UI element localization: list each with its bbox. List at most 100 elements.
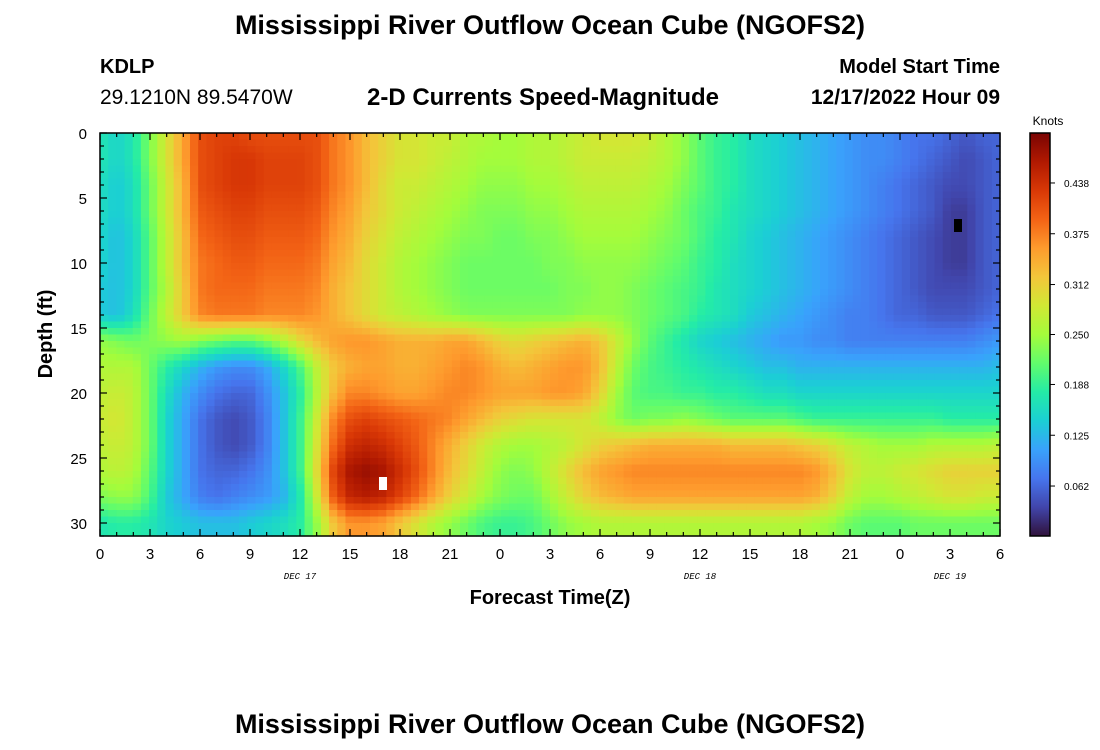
heatmap-cell: [124, 321, 134, 329]
heatmap-cell: [361, 328, 371, 336]
heatmap-cell: [361, 354, 371, 362]
heatmap-cell: [934, 406, 944, 414]
heatmap-cell: [402, 412, 412, 420]
heatmap-cell: [320, 354, 330, 362]
heatmap-cell: [476, 224, 486, 232]
heatmap-cell: [705, 393, 715, 401]
heatmap-cell: [599, 393, 608, 401]
heatmap-cell: [950, 282, 960, 290]
heatmap-cell: [582, 165, 592, 173]
heatmap-cell: [967, 276, 977, 284]
heatmap-cell: [271, 425, 281, 433]
heatmap-cell: [705, 419, 715, 427]
heatmap-cell: [942, 328, 952, 336]
heatmap-cell: [263, 276, 273, 284]
heatmap-cell: [451, 380, 461, 388]
heatmap-cell: [860, 315, 870, 323]
heatmap-cell: [468, 178, 477, 186]
heatmap-cell: [746, 347, 756, 355]
heatmap-cell: [910, 237, 919, 245]
heatmap-cell: [566, 308, 576, 316]
heatmap-cell: [869, 152, 878, 160]
heatmap-cell: [132, 406, 142, 414]
heatmap-cell: [656, 256, 666, 264]
heatmap-cell: [631, 360, 641, 368]
heatmap-cell: [181, 230, 191, 238]
heatmap-cell: [361, 185, 371, 193]
heatmap-cell: [803, 334, 813, 342]
heatmap-cell: [181, 198, 191, 206]
heatmap-cell: [312, 146, 322, 154]
heatmap-cell: [108, 276, 117, 284]
heatmap-cell: [811, 302, 821, 310]
heatmap-cell: [190, 412, 199, 420]
heatmap-cell: [811, 308, 821, 316]
heatmap-cell: [541, 172, 551, 180]
heatmap-cell: [934, 172, 944, 180]
heatmap-cell: [443, 133, 453, 141]
heatmap-cell: [451, 308, 461, 316]
heatmap-cell: [820, 321, 829, 329]
heatmap-cell: [983, 146, 993, 154]
heatmap-cell: [885, 243, 895, 251]
heatmap-cell: [705, 178, 715, 186]
heatmap-cell: [844, 256, 854, 264]
heatmap-cell: [869, 321, 878, 329]
heatmap-cell: [386, 425, 396, 433]
heatmap-cell: [214, 230, 224, 238]
heatmap-cell: [910, 399, 919, 407]
heatmap-cell: [124, 412, 134, 420]
heatmap-cell: [451, 224, 461, 232]
heatmap-cell: [435, 165, 445, 173]
heatmap-cell: [967, 198, 977, 206]
heatmap-cell: [353, 302, 363, 310]
heatmap-cell: [672, 302, 682, 310]
heatmap-cell: [476, 341, 486, 349]
heatmap-cell: [239, 250, 248, 258]
heatmap-cell: [787, 321, 797, 329]
heatmap-cell: [165, 406, 175, 414]
heatmap-cell: [689, 315, 698, 323]
heatmap-cell: [280, 341, 289, 349]
heatmap-cell: [566, 211, 576, 219]
heatmap-cell: [419, 399, 428, 407]
heatmap-cell: [631, 386, 641, 394]
heatmap-cell: [820, 204, 829, 212]
heatmap-cell: [525, 321, 535, 329]
heatmap-cell: [762, 243, 772, 251]
heatmap-cell: [214, 185, 224, 193]
heatmap-cell: [492, 250, 502, 258]
heatmap-cell: [263, 399, 273, 407]
heatmap-cell: [353, 276, 363, 284]
heatmap-cell: [353, 315, 363, 323]
heatmap-cell: [910, 373, 919, 381]
heatmap-cell: [811, 321, 821, 329]
heatmap-cell: [394, 354, 404, 362]
heatmap-cell: [721, 289, 731, 297]
heatmap-cell: [599, 133, 608, 141]
heatmap-cell: [312, 276, 322, 284]
heatmap-cell: [582, 269, 592, 277]
heatmap-cell: [296, 204, 306, 212]
heatmap-cell: [656, 367, 666, 375]
heatmap-cell: [345, 256, 355, 264]
heatmap-cell: [991, 419, 1001, 427]
heatmap-cell: [983, 308, 993, 316]
heatmap-cell: [361, 256, 371, 264]
heatmap-cell: [370, 165, 379, 173]
heatmap-cell: [222, 393, 232, 401]
heatmap-cell: [173, 269, 183, 277]
heatmap-cell: [484, 198, 494, 206]
heatmap-cell: [860, 250, 870, 258]
heatmap-cell: [664, 237, 674, 245]
heatmap-cell: [689, 386, 698, 394]
heatmap-cell: [762, 419, 772, 427]
heatmap-cell: [672, 289, 682, 297]
heatmap-cell: [140, 217, 150, 225]
heatmap-cell: [918, 269, 927, 277]
heatmap-cell: [476, 185, 486, 193]
heatmap-cell: [124, 269, 134, 277]
heatmap-cell: [116, 178, 126, 186]
heatmap-cell: [410, 308, 420, 316]
heatmap-cell: [288, 419, 297, 427]
